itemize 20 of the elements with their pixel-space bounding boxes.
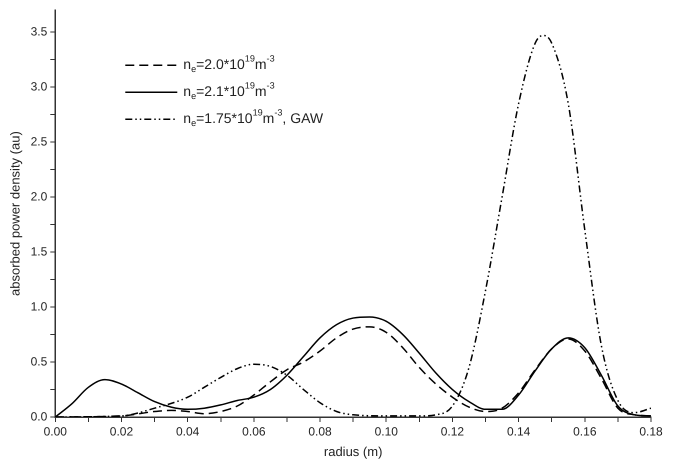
x-tick-label: 0.16 [573,424,597,439]
x-tick-label: 0.08 [308,424,332,439]
y-tick-label: 0.5 [30,354,48,368]
y-tick-label: 0.0 [30,409,48,424]
x-tick-label: 0.04 [176,424,200,439]
x-tick-label: 0.18 [639,424,663,439]
x-tick-label: 0.00 [44,424,68,439]
y-tick-label: 1.0 [30,299,48,314]
y-axis-title: absorbed power density (au) [7,131,22,296]
x-axis-title: radius (m) [324,444,382,459]
x-tick-label: 0.10 [374,424,398,439]
y-tick-label: 3.0 [30,79,48,94]
x-tick-label: 0.06 [242,424,266,439]
x-tick-label: 0.14 [506,424,531,439]
x-tick-label: 0.12 [440,424,464,439]
y-tick-label: 2.0 [30,189,48,204]
y-tick-label: 1.5 [30,244,48,258]
y-tick-label: 3.5 [30,24,48,38]
y-tick-label: 2.5 [30,134,48,148]
x-tick-label: 0.02 [110,424,134,439]
